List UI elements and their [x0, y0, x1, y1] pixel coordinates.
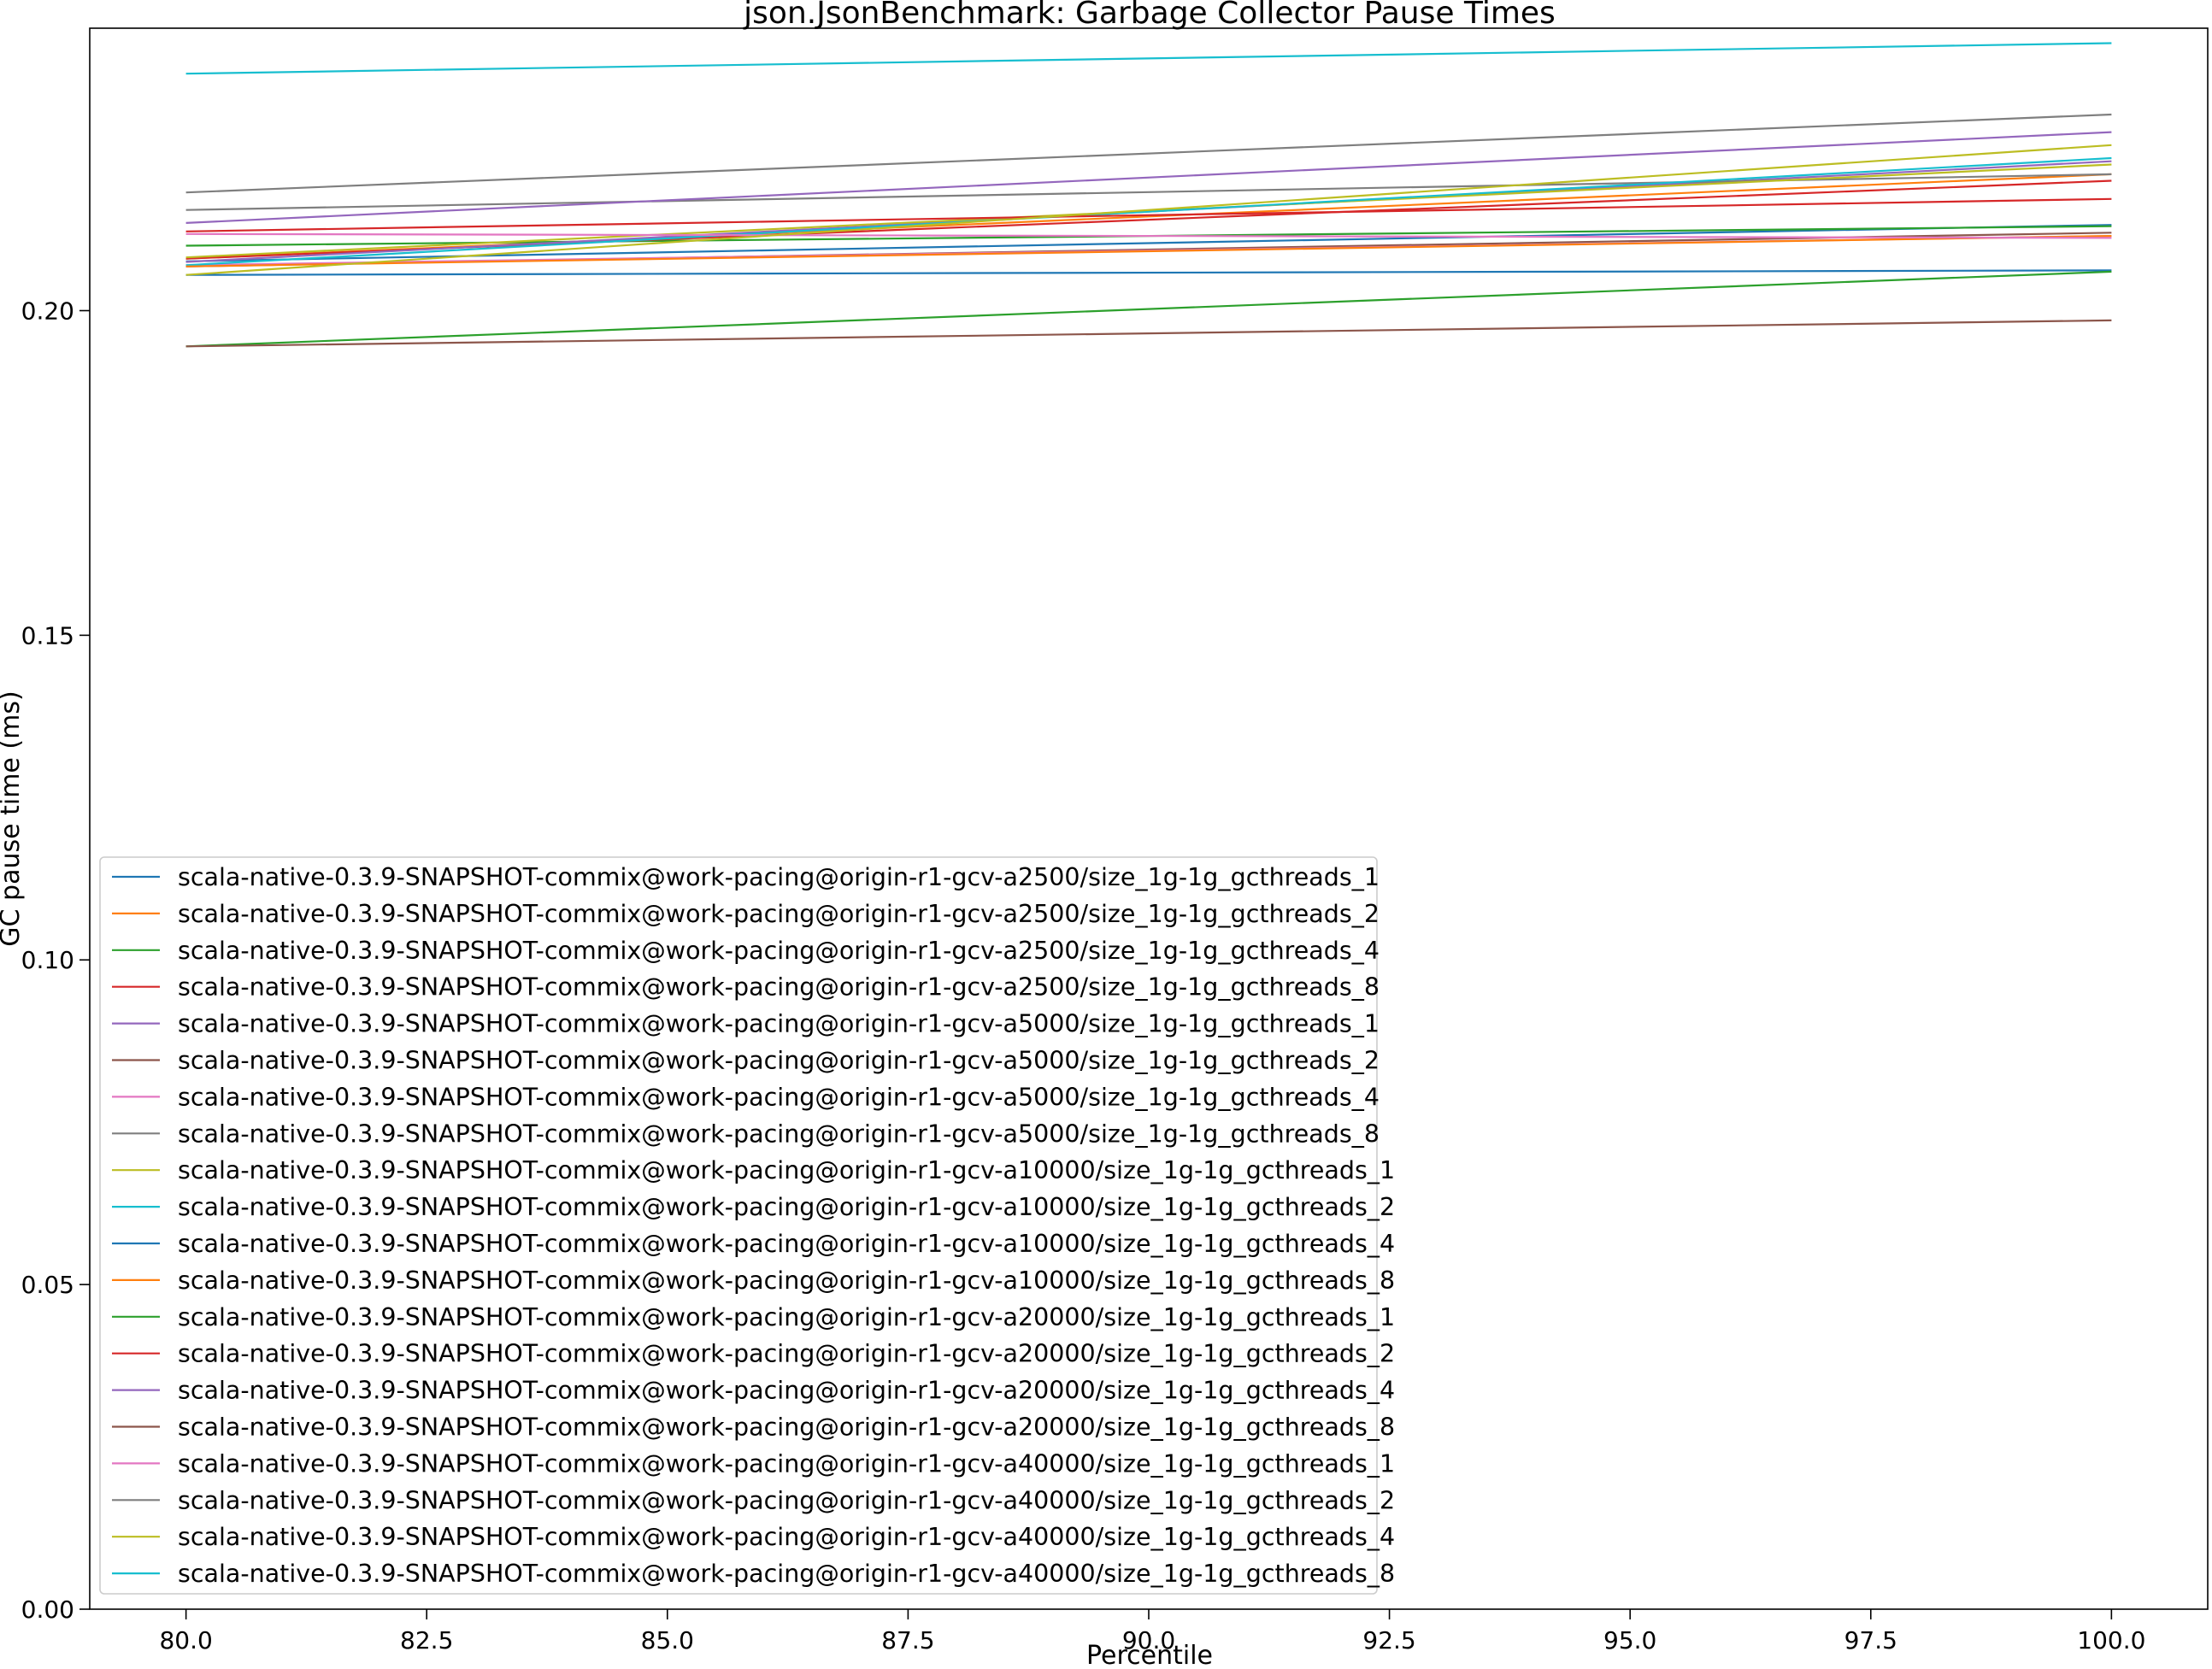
legend-label: scala-native-0.3.9-SNAPSHOT-commix@work-…: [178, 900, 1380, 928]
legend-label: scala-native-0.3.9-SNAPSHOT-commix@work-…: [178, 1413, 1395, 1442]
series-line-1: [185, 224, 2112, 262]
series-line-12: [185, 235, 2112, 267]
series-lines: [185, 42, 2112, 348]
legend-label: scala-native-0.3.9-SNAPSHOT-commix@work-…: [178, 1303, 1395, 1331]
y-axis-title: GC pause time (ms): [0, 691, 26, 946]
x-axis-title: Percentile: [1086, 1641, 1213, 1669]
y-tick-label: 0.20: [21, 297, 74, 325]
legend-label: scala-native-0.3.9-SNAPSHOT-commix@work-…: [178, 1083, 1380, 1111]
series-line-17: [185, 232, 2112, 239]
x-tick-label: 87.5: [881, 1626, 934, 1654]
series-line-16: [185, 319, 2112, 348]
legend-box: [99, 856, 1378, 1595]
series-line-11: [185, 269, 2112, 276]
series-line-13: [185, 270, 2112, 348]
series-line-20: [185, 42, 2112, 75]
y-axis: 0.00 0.05 0.10 0.15 0.20: [21, 297, 90, 1624]
legend-label: scala-native-0.3.9-SNAPSHOT-commix@work-…: [178, 973, 1380, 1002]
series-line-18: [185, 113, 2112, 194]
legend-label: scala-native-0.3.9-SNAPSHOT-commix@work-…: [178, 1449, 1395, 1478]
x-tick-label: 95.0: [1603, 1626, 1656, 1654]
x-tick-label: 100.0: [2077, 1626, 2145, 1654]
x-tick-label: 82.5: [400, 1626, 453, 1654]
legend-label: scala-native-0.3.9-SNAPSHOT-commix@work-…: [178, 1010, 1380, 1038]
legend-label: scala-native-0.3.9-SNAPSHOT-commix@work-…: [178, 863, 1380, 891]
legend-label: scala-native-0.3.9-SNAPSHOT-commix@work-…: [178, 1120, 1380, 1148]
legend-label: scala-native-0.3.9-SNAPSHOT-commix@work-…: [178, 1486, 1395, 1514]
x-tick-label: 85.0: [641, 1626, 694, 1654]
series-line-14: [185, 197, 2112, 232]
legend-label: scala-native-0.3.9-SNAPSHOT-commix@work-…: [178, 1560, 1395, 1588]
x-tick-label: 90.0: [1122, 1626, 1175, 1654]
x-tick-label: 97.5: [1844, 1626, 1897, 1654]
legend-label: scala-native-0.3.9-SNAPSHOT-commix@work-…: [178, 1266, 1395, 1295]
legend-label: scala-native-0.3.9-SNAPSHOT-commix@work-…: [178, 1193, 1395, 1221]
series-line-19: [185, 144, 2112, 276]
y-tick-label: 0.05: [21, 1271, 74, 1299]
y-tick-label: 0.15: [21, 621, 74, 649]
legend-label: scala-native-0.3.9-SNAPSHOT-commix@work-…: [178, 1156, 1395, 1184]
legend: scala-native-0.3.9-SNAPSHOT-commix@work-…: [99, 856, 1395, 1595]
series-line-15: [185, 131, 2112, 224]
legend-label: scala-native-0.3.9-SNAPSHOT-commix@work-…: [178, 1340, 1395, 1368]
x-axis: 80.0 82.5 85.0 87.5 90.0 92.5 95.0 97.5 100.0: [159, 1609, 2145, 1654]
y-tick-label: 0.00: [21, 1596, 74, 1624]
x-tick-label: 92.5: [1362, 1626, 1415, 1654]
legend-label: scala-native-0.3.9-SNAPSHOT-commix@work-…: [178, 1230, 1395, 1258]
legend-label: scala-native-0.3.9-SNAPSHOT-commix@work-…: [178, 1523, 1395, 1551]
series-line-10: [185, 156, 2112, 267]
legend-label: scala-native-0.3.9-SNAPSHOT-commix@work-…: [178, 1047, 1380, 1075]
y-tick-label: 0.10: [21, 946, 74, 974]
legend-label: scala-native-0.3.9-SNAPSHOT-commix@work-…: [178, 1377, 1395, 1405]
chart-title: json.JsonBenchmark: Garbage Collector Pa…: [743, 0, 1556, 31]
legend-label: scala-native-0.3.9-SNAPSHOT-commix@work-…: [178, 937, 1380, 965]
x-tick-label: 80.0: [159, 1626, 212, 1654]
